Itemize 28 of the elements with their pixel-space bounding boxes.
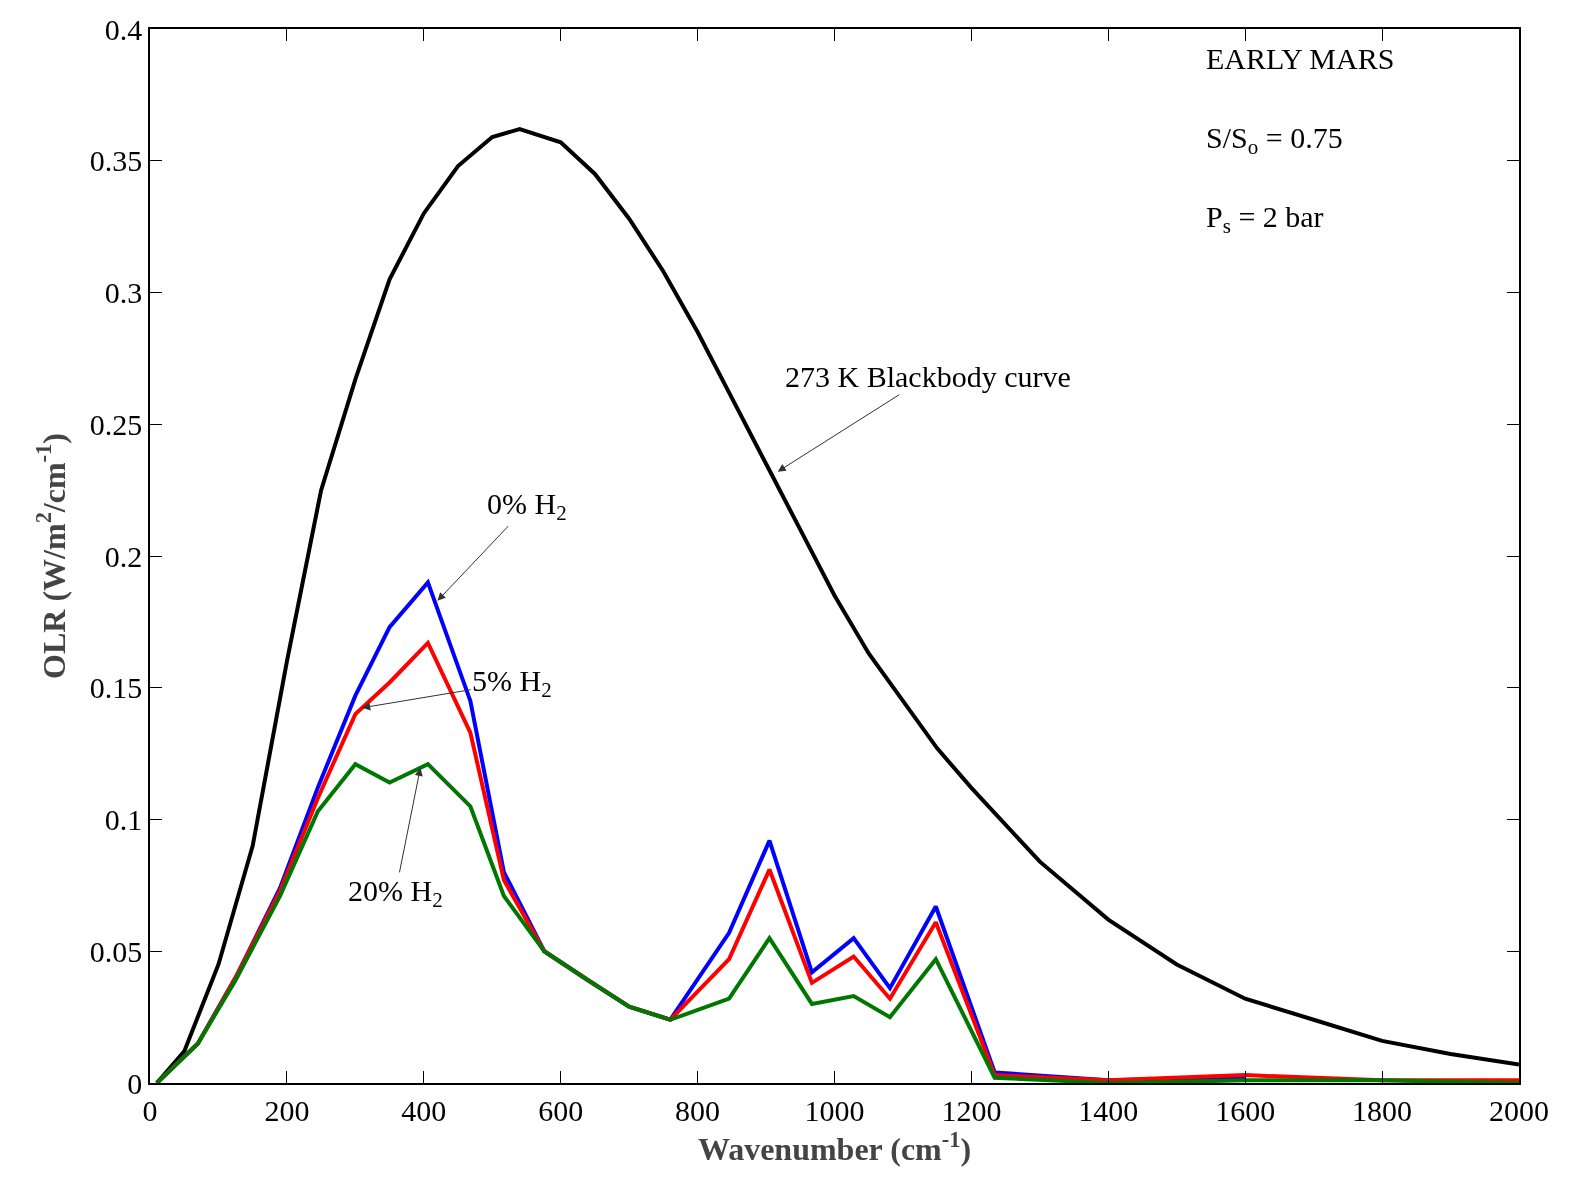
line-series (154, 762, 1519, 1083)
x-tick-label: 200 (264, 1093, 310, 1127)
y-tick-label: 0.1 (104, 803, 143, 836)
y-tick-label: 0.3 (104, 276, 143, 309)
y-tick-label: 0.25 (89, 407, 143, 441)
y-tick-label: 0.15 (89, 671, 143, 705)
annotation: P$_{s}$ = 2 bar (1206, 200, 1324, 239)
y-tick-label: 0.05 (89, 934, 143, 968)
x-tick-label: 2000 (1489, 1093, 1549, 1127)
y-tick-label: 0.4 (104, 12, 143, 46)
annotation: 0% H$_{2}$ (487, 487, 567, 526)
x-tick-label: 1200 (941, 1093, 1002, 1127)
x-tick-label: 1600 (1215, 1093, 1276, 1127)
x-tick-label: 400 (401, 1093, 447, 1127)
x-tick-label: 600 (538, 1093, 584, 1127)
x-axis-title: Wavenumber (cm$^{-1}$) (697, 1126, 972, 1168)
y-tick-label: 0.2 (104, 539, 143, 573)
annotation: 20% H$_{2}$ (348, 874, 443, 913)
annotation: 273 K Blackbody curve (785, 360, 1071, 393)
y-tick-label: 0.35 (89, 144, 143, 178)
x-tick-label: 800 (675, 1093, 721, 1127)
x-tick-label: 1000 (804, 1093, 865, 1127)
annotation: 5% H$_{2}$ (472, 664, 552, 703)
x-tick-label: 1800 (1352, 1093, 1413, 1127)
x-tick-label: 1400 (1078, 1093, 1139, 1127)
y-tick-label: 0 (127, 1066, 143, 1100)
annotation: EARLY MARS (1206, 42, 1395, 75)
annotation: S/S$_{o}$ = 0.75 (1206, 121, 1343, 160)
